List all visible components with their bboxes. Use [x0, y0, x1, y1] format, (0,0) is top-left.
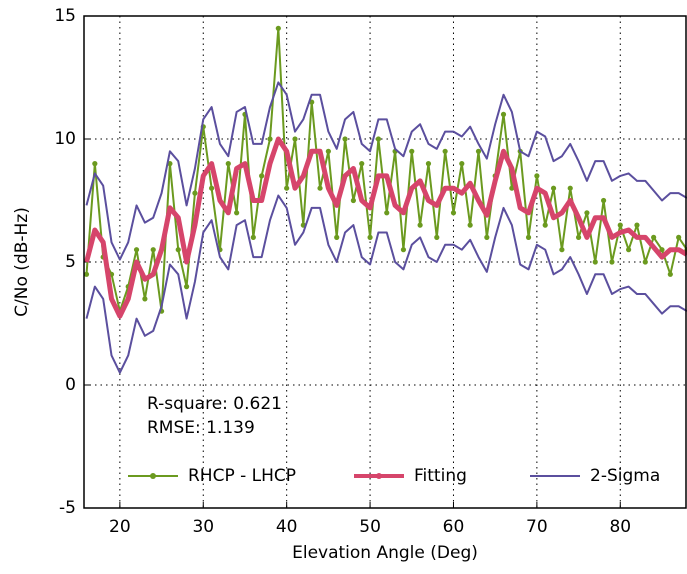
data-point [500, 111, 507, 117]
data-point [642, 259, 648, 265]
data-point [651, 234, 657, 240]
data-point [442, 148, 448, 154]
data-point [142, 296, 148, 302]
data-point [183, 284, 190, 290]
legend-label: RHCP - LHCP [188, 466, 296, 486]
data-point [375, 136, 382, 142]
legend-marker [376, 473, 382, 479]
x-tick-label: 30 [192, 517, 214, 537]
data-point [342, 136, 348, 142]
legend-label: 2-Sigma [590, 466, 660, 486]
data-point [450, 210, 457, 216]
data-point [175, 247, 181, 253]
data-point [225, 161, 231, 167]
series-line [85, 194, 687, 374]
data-point [575, 234, 582, 240]
data-point [234, 210, 240, 216]
data-point [192, 190, 198, 196]
plot-frame [83, 15, 687, 509]
data-point [417, 222, 423, 228]
data-point [425, 161, 432, 167]
data-point [559, 247, 565, 253]
data-point [334, 234, 340, 240]
series-line [85, 27, 687, 313]
data-point [92, 161, 98, 167]
data-point [509, 185, 515, 191]
data-point [525, 234, 532, 240]
x-tick-label: 50 [359, 517, 381, 537]
data-point [384, 210, 390, 216]
legend-label: Fitting [414, 466, 467, 486]
x-tick-label: 20 [109, 517, 131, 537]
x-tick-label: 60 [443, 517, 465, 537]
y-tick-label: 5 [65, 252, 76, 272]
data-point [259, 173, 265, 179]
data-point [467, 222, 473, 228]
data-point [434, 234, 440, 240]
data-point [359, 161, 365, 167]
data-point [617, 222, 623, 228]
data-point [367, 234, 373, 240]
data-point [409, 148, 415, 154]
legend-marker [150, 473, 156, 479]
y-tick-label: 15 [54, 6, 76, 26]
data-point [350, 197, 356, 204]
y-tick-label: 0 [65, 375, 76, 395]
data-point [534, 173, 540, 179]
data-point [567, 185, 573, 191]
data-point [209, 185, 215, 191]
data-point [284, 185, 290, 191]
data-point [292, 136, 298, 142]
data-point [550, 185, 557, 191]
data-point [267, 136, 273, 142]
data-point [150, 247, 156, 253]
data-point [626, 247, 632, 253]
x-tick-label: 40 [276, 517, 298, 537]
data-point [584, 210, 590, 216]
annotation: RMSE: 1.139 [147, 418, 255, 438]
data-point [133, 247, 140, 253]
annotation: R-square: 0.621 [147, 394, 282, 414]
data-point [317, 185, 323, 191]
data-point [475, 148, 482, 154]
series-line [84, 136, 687, 319]
data-point [667, 271, 673, 277]
data-point [634, 222, 640, 228]
data-point [542, 222, 548, 228]
y-tick-label: -5 [59, 498, 76, 518]
y-axis-label: C/No (dB-Hz) [12, 207, 32, 317]
x-tick-label: 80 [609, 517, 631, 537]
data-point [400, 247, 407, 253]
data-point [484, 234, 490, 240]
data-point [325, 148, 331, 154]
series-line [85, 81, 687, 261]
x-tick-label: 70 [526, 517, 548, 537]
data-point [275, 25, 281, 31]
data-point [592, 259, 598, 265]
data-point [600, 197, 607, 204]
data-point [659, 247, 665, 253]
data-point [609, 259, 615, 265]
y-tick-label: 10 [54, 129, 76, 149]
x-axis-label: Elevation Angle (Deg) [292, 543, 478, 563]
data-point [459, 161, 465, 167]
data-point [84, 271, 90, 277]
data-point [676, 234, 682, 240]
data-point [250, 234, 256, 240]
